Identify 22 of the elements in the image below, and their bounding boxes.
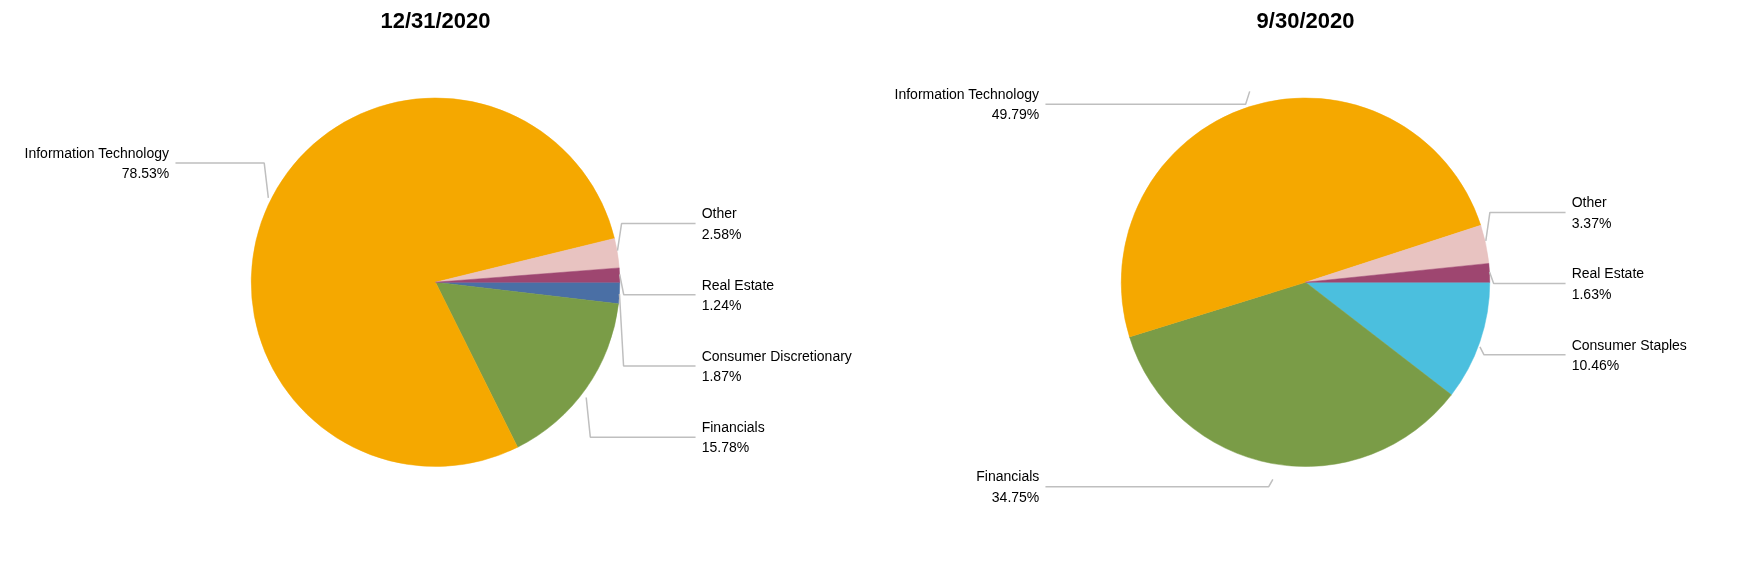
data-label: 1.87% (701, 368, 742, 385)
data-label: 3.37% (1571, 214, 1612, 231)
slice-label: Financials (976, 468, 1040, 485)
data-label: 1.24% (701, 296, 742, 313)
slice-label: Consumer Discretionary (701, 347, 852, 364)
slice-label: Real Estate (1571, 265, 1645, 282)
data-label: 78.53% (121, 165, 170, 182)
slice-label: Other (701, 205, 738, 222)
data-label: 10.46% (1571, 357, 1620, 374)
data-label: 1.63% (1571, 285, 1612, 302)
slice-label: Real Estate (701, 276, 775, 293)
slice-label: Other (1571, 194, 1608, 211)
chart-title: 12/31/2020 (380, 7, 491, 33)
slice-label: Financials (701, 418, 765, 435)
slice-label: Consumer Staples (1571, 336, 1687, 353)
data-label: 2.58% (701, 225, 742, 242)
slice-label: Information Technology (24, 144, 170, 161)
data-label: 15.78% (701, 439, 750, 456)
slice-label: Information Technology (894, 86, 1040, 103)
data-label: 34.75% (991, 488, 1040, 505)
chart-title: 9/30/2020 (1256, 7, 1355, 33)
data-label: 49.79% (991, 106, 1040, 123)
